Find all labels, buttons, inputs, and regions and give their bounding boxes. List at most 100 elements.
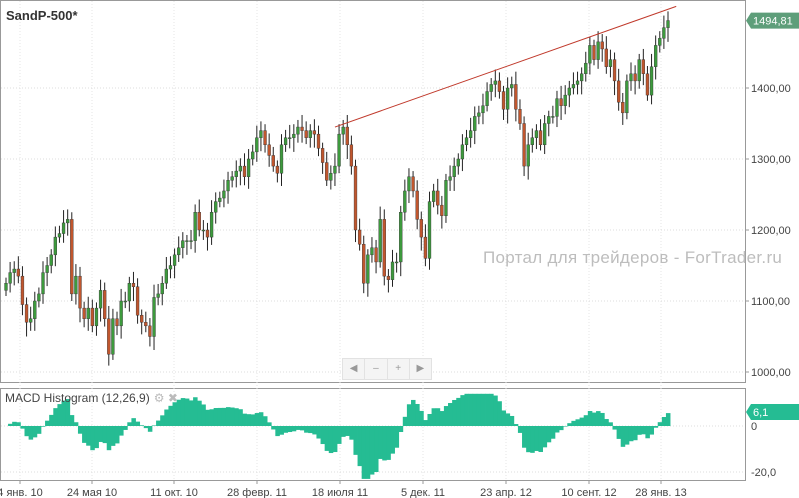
candle-body xyxy=(649,66,654,96)
candle-body xyxy=(551,116,555,118)
candle-body xyxy=(283,137,288,145)
macd-bar xyxy=(246,414,252,426)
candle-body xyxy=(107,318,111,355)
macd-bar xyxy=(353,426,358,455)
candle-body xyxy=(357,229,362,245)
zoom-out-button[interactable]: – xyxy=(365,359,388,379)
candle-body xyxy=(349,144,354,167)
macd-bar xyxy=(172,402,178,426)
candle-body xyxy=(259,130,263,138)
candle-body xyxy=(275,165,280,174)
macd-bar xyxy=(20,426,25,429)
macd-bar xyxy=(657,422,663,426)
macd-bar xyxy=(435,408,441,426)
candle-body xyxy=(193,212,197,241)
macd-value-badge xyxy=(746,403,799,420)
macd-bar xyxy=(299,426,305,431)
macd-bar xyxy=(205,409,210,426)
macd-bar xyxy=(378,426,383,459)
close-icon[interactable]: ✖ xyxy=(167,391,178,405)
macd-bar xyxy=(279,426,284,435)
y-tick-label: 1300,00 xyxy=(751,154,791,166)
macd-bar xyxy=(624,426,630,445)
macd-bar xyxy=(497,401,502,426)
candle-body xyxy=(452,165,456,177)
candle-body xyxy=(214,201,218,213)
candle-body xyxy=(440,204,444,216)
candle-body xyxy=(94,307,99,327)
candle-body xyxy=(267,144,271,156)
macd-bar xyxy=(304,426,309,433)
candle-body xyxy=(172,254,177,266)
candle-body xyxy=(8,272,12,284)
macd-bar xyxy=(254,413,260,426)
macd-bar xyxy=(250,414,256,426)
watermark: Портал для трейдеров - ForTrader.ru xyxy=(483,248,783,267)
candle-body xyxy=(522,123,526,167)
macd-bar xyxy=(612,426,618,430)
candle-body xyxy=(386,275,391,280)
macd-bar xyxy=(168,405,173,426)
gear-icon[interactable]: ⚙ xyxy=(153,391,165,405)
candle-body xyxy=(600,41,604,50)
macd-bar xyxy=(567,423,572,426)
candle-body xyxy=(53,236,57,256)
macd-bar xyxy=(386,426,391,460)
macd-bar xyxy=(164,409,169,426)
candle-body xyxy=(197,212,201,231)
macd-bar xyxy=(328,426,334,454)
candle-body xyxy=(308,130,312,138)
candle-body xyxy=(20,275,25,305)
zoom-in-button[interactable]: + xyxy=(388,359,410,379)
macd-bar xyxy=(28,426,34,440)
macd-bar xyxy=(402,416,408,426)
candle-body xyxy=(337,133,341,167)
candle-body xyxy=(131,283,136,287)
macd-bar xyxy=(464,393,469,426)
macd-bar xyxy=(8,423,13,426)
candle-body xyxy=(473,116,477,131)
candle-body xyxy=(399,212,403,263)
macd-bar xyxy=(316,426,321,439)
macd-bar xyxy=(369,426,375,475)
candle-body xyxy=(464,137,469,145)
macd-bar xyxy=(456,397,461,426)
candle-body xyxy=(45,265,49,273)
x-tick-label: 28 янв. 13 xyxy=(635,487,687,498)
scroll-right-button[interactable]: ▶ xyxy=(416,363,425,374)
macd-bar xyxy=(505,413,511,426)
candle-body xyxy=(156,293,160,298)
candle-body xyxy=(662,27,666,39)
macd-bar xyxy=(649,426,655,435)
candle-body xyxy=(580,73,584,82)
macd-bar xyxy=(147,426,153,432)
macd-bar xyxy=(217,407,223,426)
candle-body xyxy=(74,275,78,295)
macd-bar xyxy=(448,403,453,426)
candle-body xyxy=(49,254,53,266)
scroll-left-button[interactable]: ◀ xyxy=(343,359,366,379)
candle-body xyxy=(82,307,86,319)
macd-bar xyxy=(283,426,289,433)
candle-body xyxy=(394,261,399,264)
candle-body xyxy=(489,84,493,92)
candle-body xyxy=(70,219,74,295)
candle-body xyxy=(329,172,333,181)
macd-bar xyxy=(394,426,400,448)
macd-bar xyxy=(587,411,593,426)
candle-body xyxy=(563,94,567,106)
candle-body xyxy=(629,73,633,82)
candle-body xyxy=(403,190,407,213)
macd-bar xyxy=(337,426,342,444)
macd-bar xyxy=(57,404,62,426)
macd-panel-frame xyxy=(0,388,746,481)
candle-body xyxy=(596,41,600,60)
candle-body xyxy=(575,80,580,85)
candle-body xyxy=(423,236,428,259)
macd-bar xyxy=(480,393,486,426)
macd-bar xyxy=(374,426,379,473)
macd-bar xyxy=(32,426,38,438)
macd-bar xyxy=(493,395,498,426)
